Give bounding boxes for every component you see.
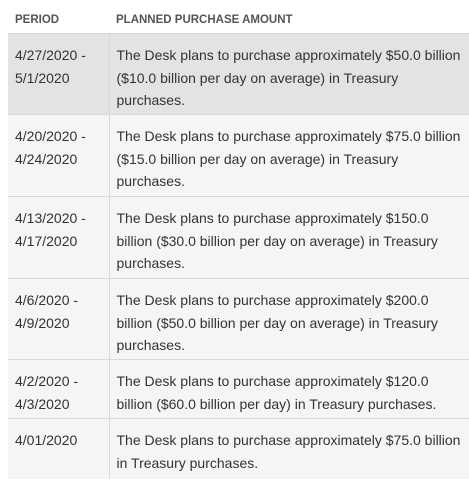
table-row: 4/20/2020 - 4/24/2020 The Desk plans to …: [8, 114, 469, 197]
planned-amount-cell: The Desk plans to purchase approximately…: [108, 33, 469, 115]
planned-amount-cell: The Desk plans to purchase approximately…: [108, 114, 469, 197]
period-cell: 4/20/2020 - 4/24/2020: [8, 114, 109, 197]
table-header-row: PERIOD PLANNED PURCHASE AMOUNT: [8, 6, 469, 34]
period-cell: 4/27/2020 - 5/1/2020: [8, 33, 109, 115]
period-cell: 4/01/2020: [8, 418, 109, 479]
period-cell: 4/2/2020 - 4/3/2020: [8, 359, 109, 419]
planned-amount-cell: The Desk plans to purchase approximately…: [108, 196, 469, 279]
purchase-schedule-table-container: PERIOD PLANNED PURCHASE AMOUNT 4/27/2020…: [8, 6, 469, 484]
period-end: 4/3/2020: [15, 395, 70, 412]
period-end: 4/17/2020: [15, 232, 78, 249]
table-row: 4/2/2020 - 4/3/2020 The Desk plans to pu…: [8, 359, 469, 419]
planned-amount-cell: The Desk plans to purchase approximately…: [108, 278, 469, 360]
table-body: 4/27/2020 - 5/1/2020 The Desk plans to p…: [8, 33, 469, 479]
table-row: 4/13/2020 - 4/17/2020 The Desk plans to …: [8, 196, 469, 279]
period-start: 4/6/2020 -: [15, 292, 79, 308]
purchase-schedule-table: PERIOD PLANNED PURCHASE AMOUNT 4/27/2020…: [8, 6, 469, 479]
table-header: PERIOD PLANNED PURCHASE AMOUNT: [8, 6, 469, 34]
planned-amount-cell: The Desk plans to purchase approximately…: [108, 359, 469, 419]
period-start: 4/20/2020 -: [15, 128, 86, 144]
period-start: 4/27/2020 -: [15, 47, 86, 63]
period-date: 4/01/2020: [15, 432, 78, 448]
period-end: 4/9/2020: [15, 314, 70, 331]
period-end: 4/24/2020: [15, 150, 78, 167]
period-cell: 4/13/2020 - 4/17/2020: [8, 196, 109, 279]
table-row: 4/6/2020 - 4/9/2020 The Desk plans to pu…: [8, 278, 469, 360]
period-cell: 4/6/2020 - 4/9/2020: [8, 278, 109, 360]
column-header-planned-purchase-amount: PLANNED PURCHASE AMOUNT: [109, 6, 469, 34]
period-end: 5/1/2020: [15, 69, 70, 86]
table-row: 4/27/2020 - 5/1/2020 The Desk plans to p…: [8, 33, 469, 115]
table-row: 4/01/2020 The Desk plans to purchase app…: [8, 418, 469, 479]
period-start: 4/13/2020 -: [15, 210, 86, 226]
period-start: 4/2/2020 -: [15, 373, 79, 389]
column-header-period: PERIOD: [8, 6, 109, 34]
planned-amount-cell: The Desk plans to purchase approximately…: [108, 418, 469, 479]
